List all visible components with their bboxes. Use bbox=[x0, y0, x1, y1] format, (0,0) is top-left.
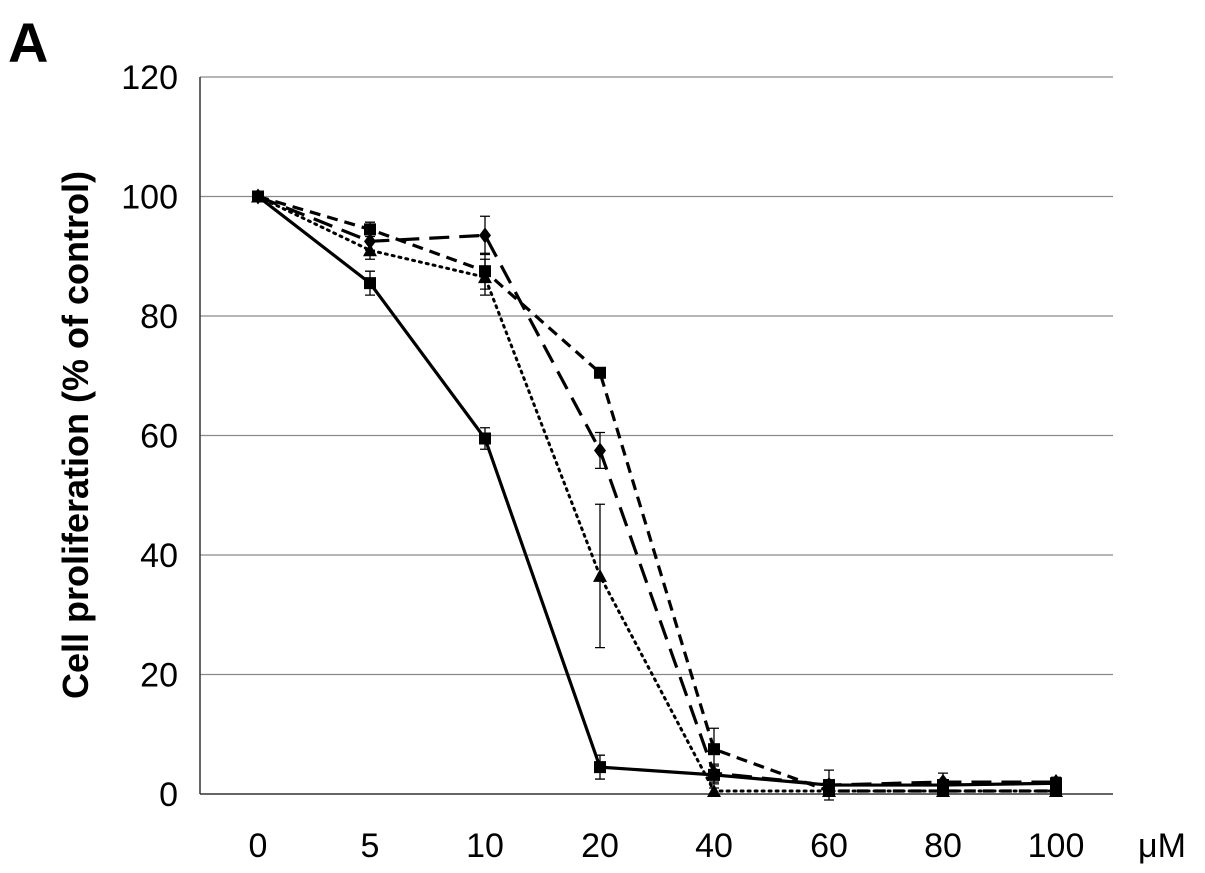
data-point bbox=[708, 743, 720, 756]
y-tick-label: 120 bbox=[121, 59, 178, 97]
y-tick-label: 40 bbox=[140, 537, 178, 575]
series-line bbox=[257, 195, 1057, 787]
x-tick-label: 60 bbox=[810, 827, 848, 865]
x-tick-label: 100 bbox=[1028, 827, 1085, 865]
series-4 bbox=[252, 190, 1062, 798]
data-point bbox=[823, 785, 835, 798]
data-point bbox=[708, 765, 720, 782]
data-point bbox=[364, 277, 376, 290]
data-point bbox=[594, 442, 606, 459]
data-point bbox=[1050, 785, 1062, 798]
data-point bbox=[707, 784, 721, 798]
x-tick-label: 40 bbox=[695, 827, 733, 865]
data-point bbox=[594, 366, 606, 379]
data-point bbox=[594, 761, 606, 774]
y-tick-label: 100 bbox=[121, 179, 178, 217]
data-point bbox=[364, 233, 376, 250]
x-tick-labels: 0 5 10 20 40 60 80 100 bbox=[249, 827, 1085, 865]
series-1 bbox=[252, 190, 1062, 792]
y-tick-label: 80 bbox=[140, 298, 178, 336]
data-point bbox=[479, 432, 491, 445]
x-tick-label: 80 bbox=[924, 827, 962, 865]
data-point bbox=[937, 785, 949, 798]
series-line bbox=[257, 194, 1056, 793]
x-tick-label: 10 bbox=[466, 827, 504, 865]
series-line bbox=[256, 195, 1058, 793]
series-group bbox=[251, 188, 1063, 801]
series-line bbox=[257, 195, 1056, 787]
y-tick-label: 60 bbox=[140, 418, 178, 456]
y-tick-label: 20 bbox=[140, 657, 178, 695]
y-tick-label: 0 bbox=[159, 776, 178, 814]
y-tick-labels: 0 20 40 60 80 100 120 bbox=[121, 59, 178, 814]
data-point bbox=[479, 227, 491, 244]
data-point bbox=[479, 265, 491, 278]
data-point bbox=[252, 190, 264, 203]
x-tick-label: 20 bbox=[581, 827, 619, 865]
gridlines bbox=[199, 76, 1113, 795]
data-point bbox=[593, 568, 607, 582]
x-tick-label: 5 bbox=[361, 827, 380, 865]
panel-label: A bbox=[8, 11, 48, 74]
y-axis-label: Cell proliferation (% of control) bbox=[55, 171, 96, 699]
x-tick-label: 0 bbox=[249, 827, 268, 865]
x-unit-label: μM bbox=[1138, 827, 1186, 865]
data-point bbox=[364, 223, 376, 236]
